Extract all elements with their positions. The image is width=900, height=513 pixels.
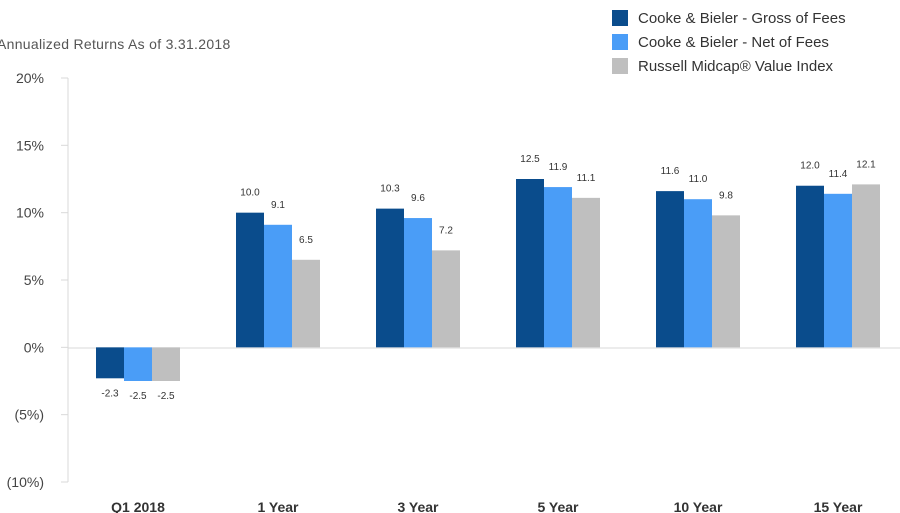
bar bbox=[712, 215, 740, 348]
bar bbox=[656, 191, 684, 348]
data-label: 9.8 bbox=[719, 190, 733, 201]
y-tick-label: 15% bbox=[16, 137, 44, 153]
x-tick-label: 3 Year bbox=[397, 499, 439, 513]
legend-label: Cooke & Bieler - Gross of Fees bbox=[638, 10, 846, 27]
bar bbox=[432, 250, 460, 348]
bar bbox=[404, 218, 432, 348]
bar bbox=[264, 224, 292, 348]
y-tick-label: (5%) bbox=[14, 407, 44, 423]
x-tick-label: Q1 2018 bbox=[111, 499, 165, 513]
data-label: 12.1 bbox=[856, 159, 876, 170]
legend: Cooke & Bieler - Gross of Fees Cooke & Bi… bbox=[612, 10, 846, 75]
data-label: 12.5 bbox=[520, 154, 540, 165]
x-tick-label: 1 Year bbox=[257, 499, 299, 513]
data-label: 11.9 bbox=[549, 162, 568, 173]
bar bbox=[124, 347, 152, 381]
y-tick-label: (10%) bbox=[7, 474, 44, 490]
data-label: 9.6 bbox=[411, 193, 425, 204]
bar bbox=[96, 347, 124, 379]
bar bbox=[376, 208, 404, 348]
chart-title: Annualized Returns As of 3.31.2018 bbox=[0, 36, 231, 52]
bar bbox=[544, 187, 572, 348]
y-tick-label: 20% bbox=[16, 70, 44, 86]
legend-swatch bbox=[612, 58, 628, 74]
bar bbox=[852, 184, 880, 348]
y-axis: 20% 15% 10% 5% 0% (5%) (10%) bbox=[7, 70, 69, 490]
data-label: 11.4 bbox=[829, 169, 848, 180]
data-label: 12.0 bbox=[800, 161, 820, 172]
bar bbox=[684, 199, 712, 348]
data-label: 9.1 bbox=[271, 200, 285, 211]
x-tick-label: 15 Year bbox=[814, 499, 863, 513]
bar bbox=[292, 259, 320, 348]
y-tick-label: 5% bbox=[24, 272, 44, 288]
bar bbox=[572, 197, 600, 348]
legend-swatch bbox=[612, 34, 628, 50]
bar bbox=[516, 179, 544, 348]
bar bbox=[824, 193, 852, 348]
data-label: 11.1 bbox=[577, 173, 596, 184]
y-tick-label: 10% bbox=[16, 205, 44, 221]
data-label: -2.3 bbox=[101, 388, 119, 399]
legend-label: Cooke & Bieler - Net of Fees bbox=[638, 34, 829, 51]
data-label: 7.2 bbox=[439, 225, 453, 236]
bar bbox=[796, 185, 824, 348]
data-label: -2.5 bbox=[129, 391, 147, 402]
x-axis: Q1 2018 1 Year 3 Year 5 Year 10 Year 15 Year bbox=[111, 499, 863, 513]
data-labels: -2.3 -2.5 -2.5 10.0 9.1 6.5 10.3 9.6 7.2 12.5 11.9… bbox=[101, 154, 876, 402]
data-label: 10.3 bbox=[380, 184, 400, 195]
bar bbox=[152, 347, 180, 381]
data-label: -2.5 bbox=[157, 391, 175, 402]
bars bbox=[96, 179, 880, 381]
x-tick-label: 5 Year bbox=[537, 499, 579, 513]
legend-label: Russell Midcap® Value Index bbox=[638, 58, 834, 75]
data-label: 11.0 bbox=[689, 174, 708, 185]
data-label: 6.5 bbox=[299, 235, 313, 246]
y-tick-label: 0% bbox=[24, 339, 44, 355]
legend-swatch bbox=[612, 10, 628, 26]
x-tick-label: 10 Year bbox=[674, 499, 723, 513]
data-label: 11.6 bbox=[661, 166, 680, 177]
data-label: 10.0 bbox=[240, 188, 260, 199]
bar bbox=[236, 212, 264, 348]
